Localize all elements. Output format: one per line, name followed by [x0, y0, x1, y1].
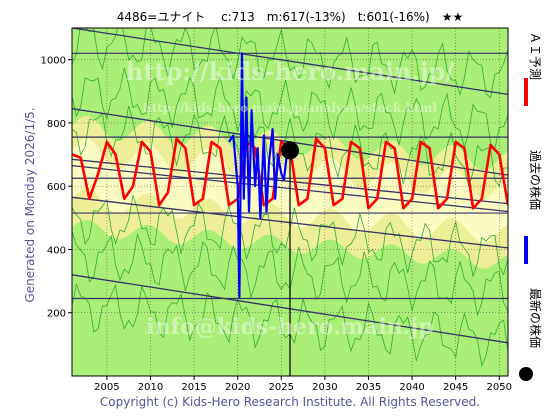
x-tick-label-2050: 2050	[487, 382, 512, 393]
legend-label-2: 過去の株価	[528, 150, 543, 210]
plot-area: http://kids-hero.main.jp/http://kids-her…	[72, 28, 508, 376]
x-tick-label-2025: 2025	[269, 382, 294, 393]
latest-price-marker	[281, 141, 299, 160]
trend-line-1	[72, 28, 508, 96]
x-tick-label-2040: 2040	[399, 382, 424, 393]
legend-label-1: ＡＩ予測	[528, 32, 542, 80]
y-tick-label-1000: 1000	[41, 56, 66, 67]
y-tick-label-200: 200	[47, 309, 66, 320]
y-tick-label-800: 800	[47, 119, 66, 130]
axes: 2005 2010 2015 2020 2025 2030 2035 2040 2045 2050…	[41, 56, 512, 393]
legend-marker-3	[519, 367, 533, 381]
x-tick-label-2015: 2015	[181, 382, 206, 393]
x-tick-label-2010: 2010	[138, 382, 163, 393]
band-line-4	[72, 105, 508, 188]
legend-label-3: 最新の株価	[528, 288, 543, 348]
watermark-3: info@kids-hero.main.jp	[146, 314, 433, 340]
chart-title: 4486=ユナイト c:713 m:617(-13%) t:601(-16%) …	[117, 10, 464, 24]
x-tick-label-2045: 2045	[443, 382, 468, 393]
series-past-price-line	[228, 52, 291, 298]
generated-date-label: Generated on Monday 2026/1/5.	[23, 107, 37, 302]
plot-frame	[71, 27, 509, 377]
x-tick-label-2030: 2030	[312, 382, 337, 393]
y-tick-label-400: 400	[47, 245, 66, 256]
watermark-1: http://kids-hero.main.jp/	[126, 57, 454, 86]
x-tick-label-2005: 2005	[94, 382, 119, 393]
band-line-5	[72, 67, 508, 150]
y-tick-label-600: 600	[47, 182, 66, 193]
x-tick-label-2035: 2035	[356, 382, 381, 393]
x-tick-label-2020: 2020	[225, 382, 250, 393]
watermark-2: http://kids-hero.main.jp/analysis/stock.…	[143, 101, 437, 115]
copyright-text: Copyright (c) Kids-Hero Research Institu…	[100, 395, 480, 409]
